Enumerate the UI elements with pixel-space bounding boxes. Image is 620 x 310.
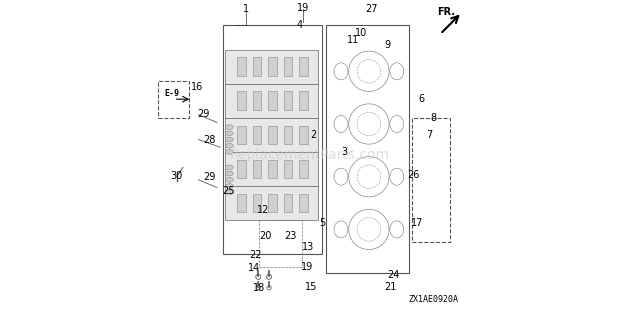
Ellipse shape [226, 137, 233, 142]
FancyBboxPatch shape [253, 57, 262, 76]
Text: 11: 11 [347, 35, 360, 45]
Text: 17: 17 [411, 218, 423, 228]
Text: 2: 2 [310, 130, 316, 140]
Ellipse shape [226, 177, 233, 182]
Ellipse shape [226, 190, 233, 195]
Text: 15: 15 [306, 282, 317, 292]
FancyBboxPatch shape [237, 57, 246, 76]
FancyBboxPatch shape [268, 126, 277, 144]
FancyBboxPatch shape [224, 186, 317, 220]
Text: 19: 19 [301, 262, 313, 272]
FancyBboxPatch shape [299, 91, 308, 110]
Text: 19: 19 [297, 3, 309, 13]
FancyBboxPatch shape [237, 91, 246, 110]
FancyBboxPatch shape [224, 118, 317, 152]
Text: 1: 1 [244, 4, 249, 14]
FancyBboxPatch shape [299, 126, 308, 144]
FancyBboxPatch shape [224, 84, 317, 118]
FancyBboxPatch shape [299, 194, 308, 212]
Text: 8: 8 [430, 113, 436, 123]
FancyBboxPatch shape [253, 91, 262, 110]
Ellipse shape [226, 171, 233, 176]
Text: 6: 6 [418, 94, 425, 104]
FancyBboxPatch shape [283, 126, 293, 144]
Text: 10: 10 [355, 28, 367, 38]
Text: E-9: E-9 [164, 88, 179, 98]
FancyBboxPatch shape [253, 126, 262, 144]
Text: 20: 20 [259, 231, 272, 241]
FancyBboxPatch shape [224, 152, 317, 186]
Text: 24: 24 [387, 270, 399, 280]
FancyBboxPatch shape [268, 91, 277, 110]
Ellipse shape [226, 125, 233, 129]
FancyBboxPatch shape [224, 50, 317, 84]
Text: 18: 18 [253, 283, 265, 293]
FancyBboxPatch shape [237, 126, 246, 144]
Text: 3: 3 [341, 147, 347, 157]
Ellipse shape [226, 131, 233, 135]
Text: 30: 30 [170, 171, 182, 181]
FancyBboxPatch shape [268, 194, 277, 212]
Text: 12: 12 [257, 205, 269, 215]
Ellipse shape [226, 165, 233, 170]
Text: 13: 13 [302, 242, 314, 252]
Text: 5: 5 [319, 218, 326, 228]
Text: 16: 16 [191, 82, 203, 92]
FancyBboxPatch shape [237, 194, 246, 212]
FancyBboxPatch shape [268, 160, 277, 178]
FancyBboxPatch shape [283, 91, 293, 110]
Ellipse shape [226, 143, 233, 148]
Text: 25: 25 [223, 186, 235, 196]
Text: 29: 29 [197, 109, 209, 119]
FancyBboxPatch shape [253, 160, 262, 178]
Text: 27: 27 [366, 4, 378, 14]
Text: 7: 7 [427, 130, 433, 140]
Text: 23: 23 [285, 231, 297, 241]
Text: 22: 22 [249, 250, 262, 260]
FancyBboxPatch shape [299, 160, 308, 178]
Ellipse shape [226, 150, 233, 154]
Text: ReplacementParts.com: ReplacementParts.com [230, 148, 390, 162]
Text: 21: 21 [384, 282, 397, 292]
FancyBboxPatch shape [283, 194, 293, 212]
Text: 26: 26 [408, 170, 420, 180]
FancyBboxPatch shape [283, 160, 293, 178]
Text: 29: 29 [203, 172, 215, 182]
Text: 14: 14 [247, 263, 260, 273]
FancyBboxPatch shape [237, 160, 246, 178]
Ellipse shape [226, 184, 233, 188]
Text: ZX1AE0920A: ZX1AE0920A [409, 295, 459, 304]
FancyBboxPatch shape [283, 57, 293, 76]
Text: 4: 4 [297, 20, 303, 30]
FancyBboxPatch shape [268, 57, 277, 76]
FancyBboxPatch shape [253, 194, 262, 212]
Text: FR.: FR. [437, 7, 455, 17]
FancyBboxPatch shape [299, 57, 308, 76]
Text: 28: 28 [203, 135, 215, 145]
Text: 9: 9 [384, 40, 391, 50]
